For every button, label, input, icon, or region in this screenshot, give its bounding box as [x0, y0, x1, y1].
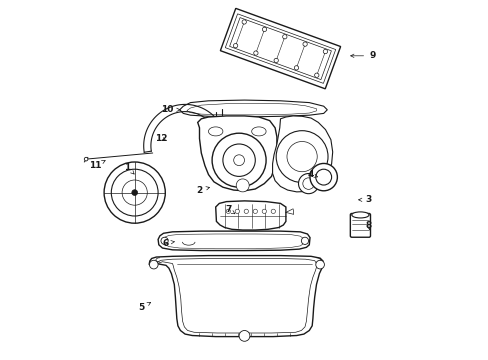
Text: 2: 2 [196, 186, 209, 195]
Polygon shape [156, 258, 316, 333]
Circle shape [262, 209, 266, 213]
Polygon shape [215, 201, 285, 230]
Polygon shape [272, 116, 332, 192]
Text: 4: 4 [307, 170, 317, 179]
Circle shape [242, 20, 246, 24]
FancyBboxPatch shape [349, 213, 370, 237]
Circle shape [122, 180, 147, 205]
Circle shape [235, 209, 239, 213]
Polygon shape [162, 234, 303, 249]
Circle shape [282, 35, 286, 39]
Circle shape [84, 157, 88, 161]
Circle shape [233, 155, 244, 166]
Circle shape [262, 27, 266, 32]
Text: 8: 8 [365, 220, 371, 230]
Polygon shape [158, 231, 309, 251]
Text: 1: 1 [124, 163, 134, 174]
Circle shape [286, 141, 317, 172]
Polygon shape [220, 8, 340, 89]
Circle shape [212, 133, 265, 187]
Text: 5: 5 [138, 302, 150, 312]
Polygon shape [186, 103, 316, 115]
Text: 3: 3 [358, 195, 371, 204]
Circle shape [233, 44, 237, 48]
Text: 11: 11 [89, 161, 105, 170]
Text: 10: 10 [161, 105, 180, 114]
Text: 6: 6 [162, 239, 174, 248]
Circle shape [315, 260, 324, 269]
Circle shape [323, 49, 327, 54]
Circle shape [273, 58, 278, 63]
Text: 12: 12 [155, 134, 167, 143]
Polygon shape [197, 116, 276, 191]
Circle shape [253, 209, 257, 213]
Circle shape [301, 237, 308, 244]
Circle shape [239, 330, 249, 341]
Circle shape [314, 73, 318, 77]
Circle shape [294, 66, 298, 70]
Polygon shape [179, 100, 326, 117]
Circle shape [161, 237, 168, 244]
Circle shape [104, 162, 165, 223]
Circle shape [315, 169, 331, 185]
Circle shape [111, 169, 158, 216]
Circle shape [302, 178, 314, 189]
Circle shape [132, 190, 137, 195]
Polygon shape [149, 256, 322, 337]
Circle shape [298, 174, 318, 194]
Polygon shape [225, 14, 335, 84]
Circle shape [276, 131, 327, 183]
Circle shape [309, 163, 337, 191]
Circle shape [244, 209, 248, 213]
Circle shape [223, 144, 255, 176]
Text: 9: 9 [350, 51, 375, 60]
Polygon shape [229, 18, 331, 80]
Circle shape [303, 42, 306, 46]
Circle shape [236, 179, 249, 192]
Ellipse shape [351, 212, 368, 218]
Circle shape [149, 260, 158, 269]
Circle shape [253, 51, 258, 55]
Circle shape [225, 209, 230, 213]
Circle shape [270, 209, 275, 213]
Text: 7: 7 [224, 205, 234, 214]
